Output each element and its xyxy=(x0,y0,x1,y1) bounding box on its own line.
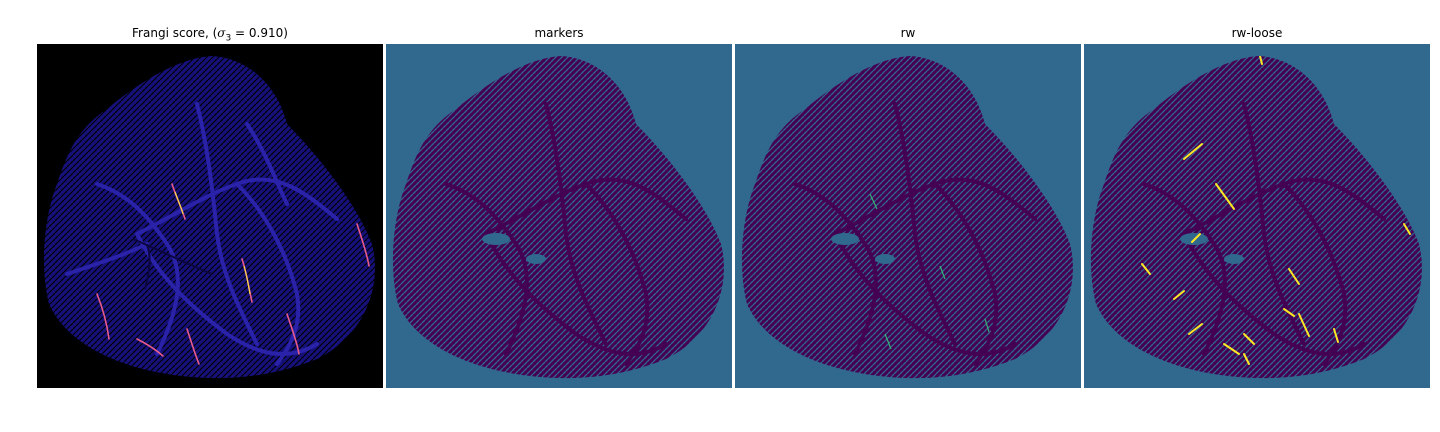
markers-image xyxy=(386,44,732,388)
markers-image-svg xyxy=(386,44,732,388)
rw-loose-markers xyxy=(1141,56,1411,365)
rw-loose-image-svg xyxy=(1084,44,1430,388)
frangi-image-svg xyxy=(37,44,383,388)
frangi-title-prefix: Frangi score, ( xyxy=(132,26,218,40)
panel-title-frangi: Frangi score, (σ3 = 0.910) xyxy=(37,26,383,43)
sigma-subscript: 3 xyxy=(225,33,232,44)
rw-loose-image xyxy=(1084,44,1430,388)
sigma-symbol: σ xyxy=(217,26,226,40)
frangi-highlight-vessels xyxy=(96,183,370,365)
frangi-title-suffix: ) xyxy=(283,26,288,40)
rw-image xyxy=(735,44,1081,388)
panel-title-rw-loose: rw-loose xyxy=(1231,26,1283,40)
rw-image-svg xyxy=(735,44,1081,388)
frangi-score-image xyxy=(37,44,383,388)
panel-title-markers: markers xyxy=(534,26,584,40)
rw-markers xyxy=(869,193,990,350)
sigma-value: = 0.910 xyxy=(231,26,284,40)
panel-title-rw: rw xyxy=(900,26,916,40)
